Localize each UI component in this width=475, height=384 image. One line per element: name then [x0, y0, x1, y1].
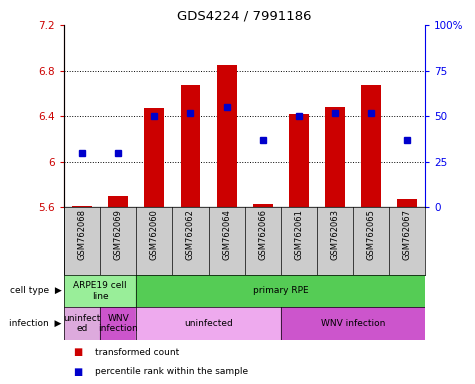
Text: infection  ▶: infection ▶	[10, 319, 62, 328]
Bar	[397, 199, 417, 207]
Bar	[136, 275, 425, 307]
Bar	[253, 204, 273, 207]
Bar	[144, 108, 164, 207]
Bar	[64, 307, 100, 340]
Bar	[325, 107, 345, 207]
Text: GSM762065: GSM762065	[367, 209, 375, 260]
Text: WNV
infection: WNV infection	[98, 314, 138, 333]
Bar	[217, 65, 237, 207]
Bar	[64, 275, 136, 307]
Title: GDS4224 / 7991186: GDS4224 / 7991186	[177, 9, 312, 22]
Bar	[72, 206, 92, 207]
Text: GSM762061: GSM762061	[294, 209, 303, 260]
Text: GSM762068: GSM762068	[78, 209, 86, 260]
Text: WNV infection: WNV infection	[321, 319, 385, 328]
Bar	[281, 307, 425, 340]
Bar	[289, 114, 309, 207]
Bar	[136, 307, 281, 340]
Text: GSM762060: GSM762060	[150, 209, 159, 260]
Bar	[361, 85, 381, 207]
Text: transformed count: transformed count	[95, 348, 179, 357]
Text: primary RPE: primary RPE	[253, 286, 309, 295]
Bar	[100, 307, 136, 340]
Text: GSM762063: GSM762063	[331, 209, 339, 260]
Text: uninfected: uninfected	[184, 319, 233, 328]
Bar	[180, 85, 200, 207]
Text: percentile rank within the sample: percentile rank within the sample	[95, 367, 248, 376]
Text: ■: ■	[74, 367, 83, 377]
Text: GSM762069: GSM762069	[114, 209, 123, 260]
Text: ■: ■	[74, 347, 83, 357]
Text: cell type  ▶: cell type ▶	[10, 286, 62, 295]
Text: ARPE19 cell
line: ARPE19 cell line	[74, 281, 127, 301]
Text: uninfect
ed: uninfect ed	[64, 314, 101, 333]
Text: GSM762064: GSM762064	[222, 209, 231, 260]
Text: GSM762067: GSM762067	[403, 209, 411, 260]
Text: GSM762062: GSM762062	[186, 209, 195, 260]
Bar	[108, 196, 128, 207]
Text: GSM762066: GSM762066	[258, 209, 267, 260]
